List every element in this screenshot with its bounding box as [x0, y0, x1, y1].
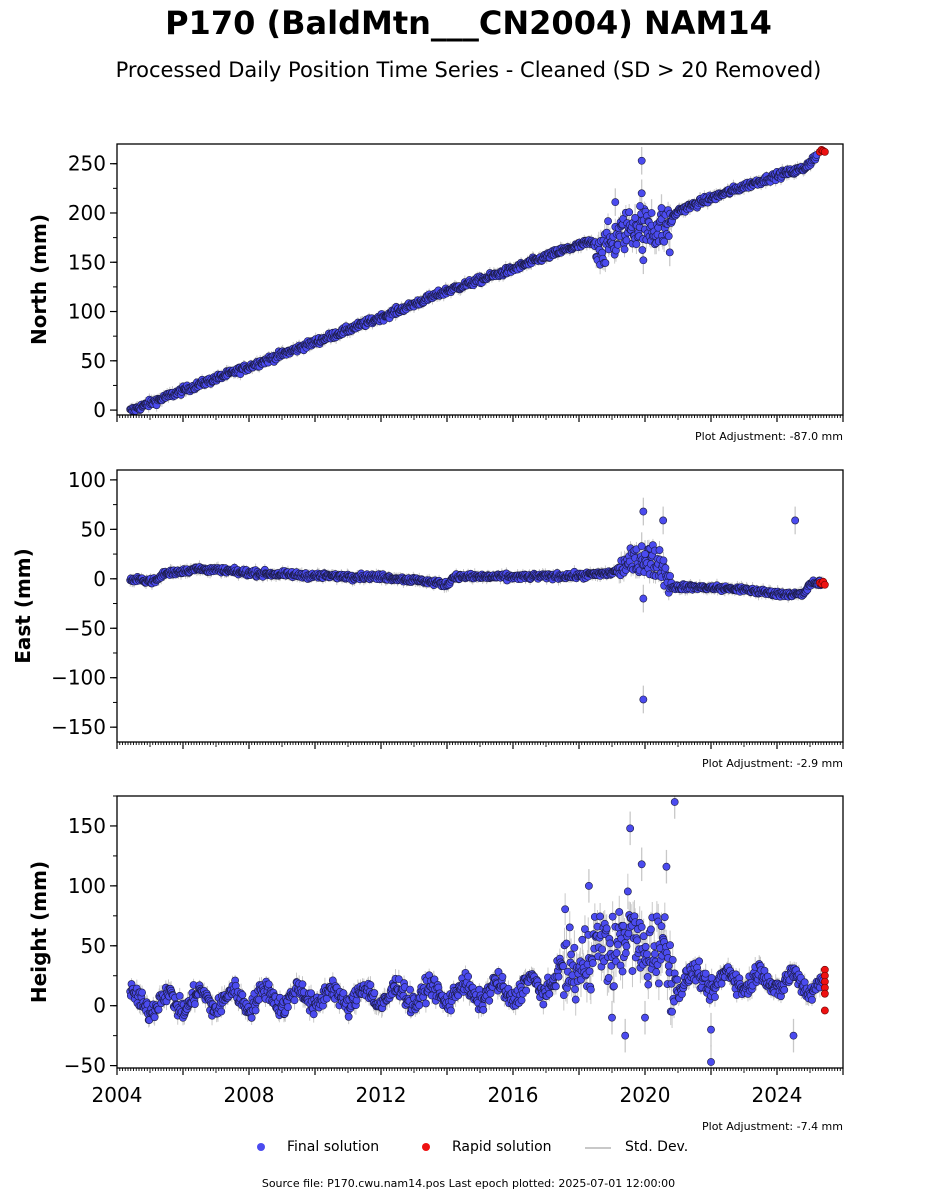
y-tick-label: 50	[81, 517, 106, 541]
north-rapid-points	[816, 146, 829, 156]
y-tick-label: −50	[64, 616, 106, 640]
final-point	[604, 217, 612, 226]
rapid-point	[820, 147, 829, 156]
final-point	[647, 209, 656, 217]
final-point	[625, 208, 634, 217]
y-tick-label: 100	[68, 300, 106, 324]
east-axes-frame	[116, 469, 844, 743]
y-tick-label: 100	[68, 468, 106, 492]
final-point	[622, 236, 631, 245]
final-point	[638, 246, 647, 254]
east-plot-adjustment: Plot Adjustment: -2.9 mm	[702, 757, 843, 770]
chart-title: P170 (BaldMtn___CN2004) NAM14	[165, 4, 772, 42]
final-point	[659, 556, 668, 565]
north-axis-label: North (mm)	[27, 214, 51, 345]
final-point	[664, 232, 673, 241]
final-point	[660, 237, 669, 246]
final-point	[639, 256, 648, 265]
east-axis-label: East (mm)	[11, 548, 35, 664]
final-point	[632, 240, 641, 249]
y-tick-label: 50	[81, 349, 106, 373]
height-data-layer	[126, 796, 829, 1068]
final-point	[655, 546, 664, 554]
final-point	[661, 564, 670, 572]
final-point	[666, 572, 674, 580]
final-point	[639, 695, 648, 704]
final-point	[601, 259, 610, 267]
east-final-points	[126, 507, 828, 704]
north-final-points	[126, 151, 821, 415]
rapid-point	[820, 580, 829, 589]
final-point	[665, 248, 674, 257]
y-tick-label: 0	[93, 567, 106, 591]
north-plot-adjustment: Plot Adjustment: -87.0 mm	[695, 430, 843, 443]
final-point	[659, 516, 668, 525]
y-tick-label: −100	[51, 666, 106, 690]
east-rapid-points	[816, 577, 829, 589]
y-tick-label: −150	[51, 715, 106, 739]
final-point	[611, 198, 620, 207]
east-std-dev-bars	[129, 497, 824, 714]
east-data-layer	[126, 497, 829, 714]
north-data-layer	[126, 146, 829, 415]
final-point	[639, 507, 648, 516]
final-point	[637, 156, 646, 165]
chart-subtitle: Processed Daily Position Time Series - C…	[115, 58, 822, 82]
final-point	[657, 204, 666, 212]
east-panel: −150 −100 −50 0 50 100 East (mm) Plot Adjustmen…	[11, 468, 844, 770]
final-point	[631, 214, 639, 222]
final-point	[620, 245, 629, 254]
final-point	[636, 202, 644, 210]
final-point	[791, 516, 800, 525]
north-panel: 0 50 100 150 200 250 North (mm) Plot Adjustment…	[27, 143, 844, 443]
final-point	[639, 594, 648, 603]
y-tick-label: 250	[68, 152, 106, 176]
y-tick-label: 200	[68, 201, 106, 225]
height-std-dev-bars	[129, 796, 824, 1068]
final-point	[637, 542, 646, 551]
final-point	[641, 550, 649, 558]
y-tick-label: 0	[93, 398, 106, 422]
final-point	[637, 189, 646, 198]
y-tick-label: 150	[68, 250, 106, 274]
